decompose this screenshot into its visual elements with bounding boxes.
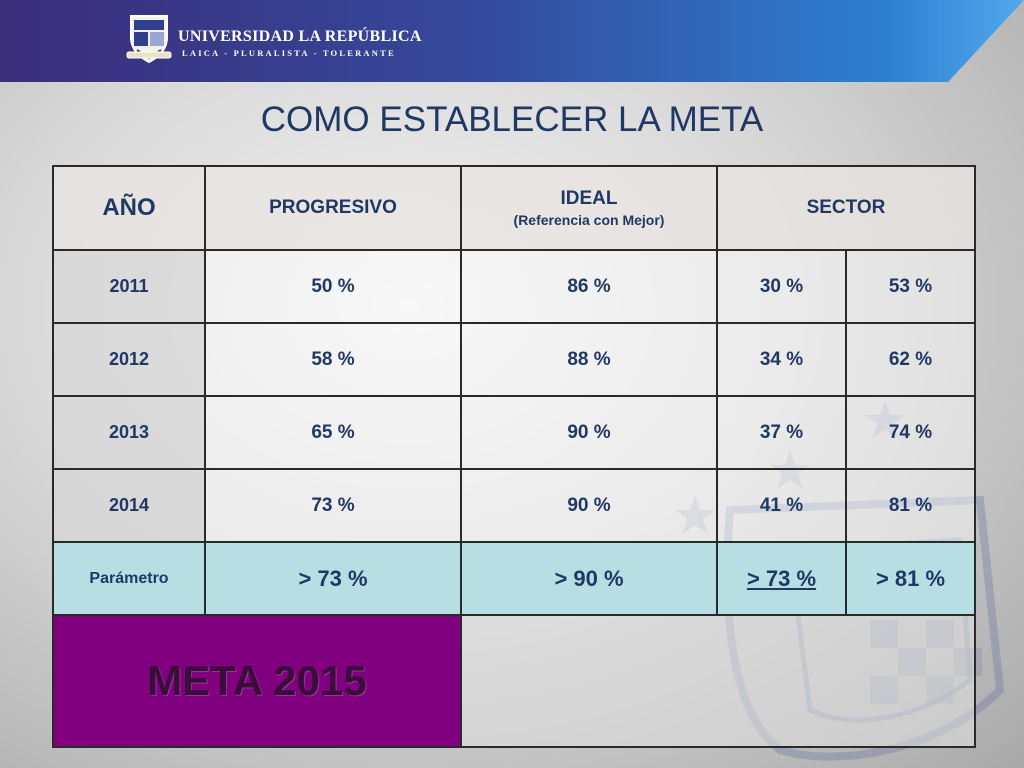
parameter-ideal: > 90 % [460,541,718,616]
goal-table: AÑO PROGRESIVO IDEAL (Referencia con Mej… [52,165,976,748]
table-row: 2013 65 % 90 % 37 % 74 % [52,395,976,470]
cell-progressive: 58 % [204,322,462,397]
cell-sector-b: 74 % [845,395,976,470]
cell-sector-a: 34 % [716,322,847,397]
parameter-label: Parámetro [52,541,206,616]
cell-ideal: 90 % [460,395,718,470]
cell-ideal: 88 % [460,322,718,397]
goal-value-empty [460,614,976,748]
table-row: 2012 58 % 88 % 34 % 62 % [52,322,976,397]
cell-progressive: 73 % [204,468,462,543]
header-year: AÑO [52,165,206,251]
parameter-sector-b: > 81 % [845,541,976,616]
header-ideal: IDEAL (Referencia con Mejor) [460,165,718,251]
table-header-row: AÑO PROGRESIVO IDEAL (Referencia con Mej… [52,165,976,251]
cell-ideal: 90 % [460,468,718,543]
header-progressive: PROGRESIVO [204,165,462,251]
cell-ideal: 86 % [460,249,718,324]
cell-sector-b: 53 % [845,249,976,324]
cell-sector-a: 37 % [716,395,847,470]
goal-label: META 2015 [52,614,462,748]
table-row: 2014 73 % 90 % 41 % 81 % [52,468,976,543]
page-title: COMO ESTABLECER LA META [260,100,764,139]
goal-row: META 2015 [52,614,976,748]
university-crest-logo [126,15,172,64]
cell-year: 2013 [52,395,206,470]
cell-sector-a: 30 % [716,249,847,324]
cell-sector-b: 62 % [845,322,976,397]
university-motto: LAICA - PLURALISTA - TOLERANTE [182,48,396,58]
table-row: 2011 50 % 86 % 30 % 53 % [52,249,976,324]
cell-progressive: 50 % [204,249,462,324]
header-sector: SECTOR [716,165,976,251]
cell-sector-b: 81 % [845,468,976,543]
parameter-sector-a: > 73 % [716,541,847,616]
university-name: UNIVERSIDAD LA REPÚBLICA [178,28,422,45]
cell-year: 2014 [52,468,206,543]
header-ideal-label: IDEAL [560,188,618,209]
cell-year: 2011 [52,249,206,324]
parameter-row: Parámetro > 73 % > 90 % > 73 % > 81 % [52,541,976,616]
parameter-progressive: > 73 % [204,541,462,616]
cell-sector-a: 41 % [716,468,847,543]
cell-year: 2012 [52,322,206,397]
cell-progressive: 65 % [204,395,462,470]
header-ideal-subtitle: (Referencia con Mejor) [513,212,665,228]
